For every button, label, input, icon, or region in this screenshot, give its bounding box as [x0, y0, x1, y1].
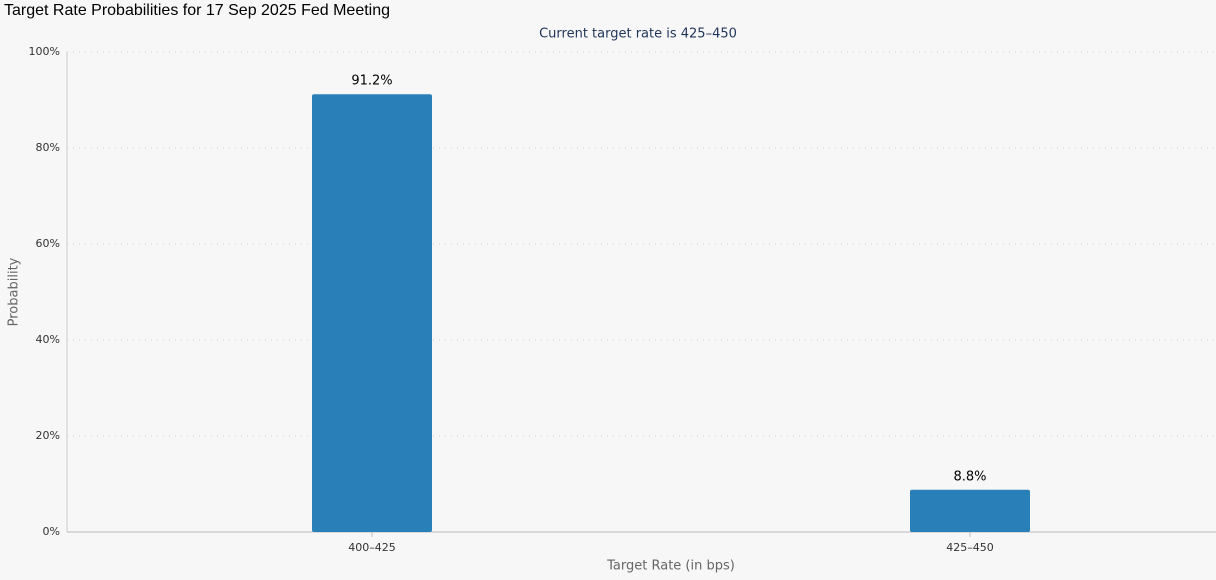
- y-tick-label: 80%: [36, 141, 60, 154]
- x-axis-title: Target Rate (in bps): [606, 559, 735, 574]
- x-tick-label: 400–425: [348, 541, 396, 554]
- y-tick-label: 20%: [36, 429, 60, 442]
- y-tick-label: 0%: [43, 525, 60, 538]
- chart-subtitle: Current target rate is 425–450: [539, 27, 737, 42]
- data-label: 91.2%: [351, 74, 392, 89]
- y-tick-label: 100%: [29, 45, 60, 58]
- y-axis-title: Probability: [7, 257, 22, 326]
- bar: [312, 94, 432, 533]
- data-label: 8.8%: [953, 469, 986, 484]
- bar: [910, 489, 1030, 532]
- x-tick-label: 425–450: [946, 541, 994, 554]
- y-tick-label: 40%: [36, 333, 60, 346]
- y-tick-label: 60%: [36, 237, 60, 250]
- chart-title: Target Rate Probabilities for 17 Sep 202…: [4, 2, 390, 19]
